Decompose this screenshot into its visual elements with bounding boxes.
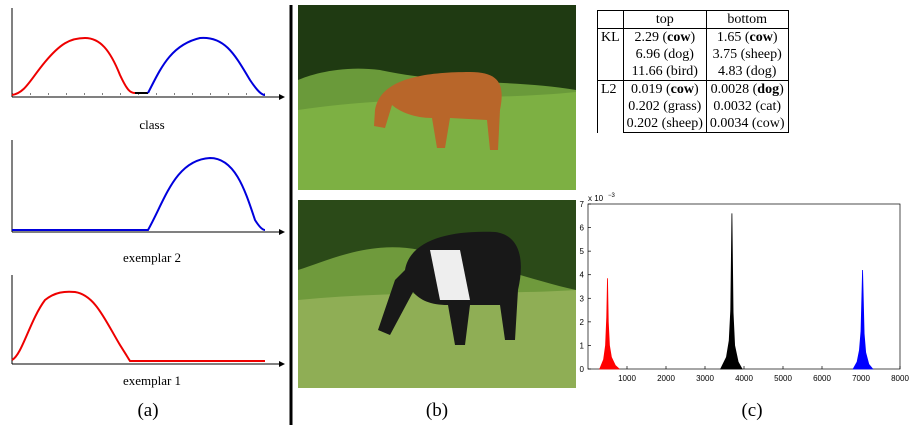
x-tick-label: 1000 [618, 374, 636, 383]
caption: exemplar 1 [123, 373, 181, 388]
panel-label: (c) [741, 400, 762, 421]
x-tick-label: 4000 [735, 374, 753, 383]
table-cell: 0.202 (sheep) [623, 115, 706, 133]
y-multiplier: x 10 [588, 194, 604, 203]
x-tick-label: 7000 [852, 374, 870, 383]
y-tick-label: 2 [580, 318, 585, 327]
histogram: 0 1 2 3 4 5 6 7 1000 2000 3000 4000 5000 6000 7000 8000… [580, 193, 910, 383]
table-row: 0.202 (sheep)0.0034 (cow) [598, 115, 789, 133]
curve [12, 292, 265, 361]
table-cell: 6.96 (dog) [623, 46, 706, 63]
area [600, 278, 620, 369]
x-tick-label: 5000 [774, 374, 792, 383]
table-cell: 0.0032 (cat) [706, 98, 788, 115]
x-tick-label: 6000 [813, 374, 831, 383]
table-cell: 0.202 (grass) [623, 98, 706, 115]
y-tick-label: 6 [580, 224, 585, 233]
table-cell: 0.019 (cow) [623, 81, 706, 99]
plot-frame [588, 204, 900, 369]
y-tick-label: 4 [580, 271, 585, 280]
y-tick-label: 0 [580, 365, 585, 374]
curve [12, 38, 135, 95]
table-cell: 0.0034 (cow) [706, 115, 788, 133]
axes [12, 275, 282, 364]
table-cell: 11.66 (bird) [623, 63, 706, 81]
x-tick-label: 8000 [891, 374, 909, 383]
table-cell: 2.29 (cow) [623, 29, 706, 47]
photo-bottom [298, 200, 576, 388]
table-cell: 4.83 (dog) [706, 63, 788, 81]
y-tick-label: 7 [580, 200, 585, 209]
table-row: 0.202 (grass)0.0032 (cat) [598, 98, 789, 115]
panel-a [12, 8, 282, 364]
caption: class [139, 117, 164, 132]
curve [148, 38, 265, 95]
y-multiplier-exponent: −3 [608, 193, 616, 199]
area [853, 270, 873, 369]
table-cell: 0.0028 (dog) [706, 81, 788, 99]
table-row: 11.66 (bird)4.83 (dog) [598, 63, 789, 81]
x-tick-label: 2000 [657, 374, 675, 383]
table-cell: 3.75 (sheep) [706, 46, 788, 63]
x-tick-label: 3000 [696, 374, 714, 383]
y-tick-label: 1 [580, 341, 585, 350]
caption: exemplar 2 [123, 250, 181, 265]
area [721, 213, 742, 369]
curve [12, 158, 265, 230]
photo-top [298, 5, 576, 190]
group-label: KL [598, 29, 624, 81]
corner [598, 11, 624, 29]
page: {"panel_a":{"captions":["class","exempla… [0, 0, 914, 425]
column-header: top [623, 11, 706, 29]
panel-label: (a) [137, 400, 158, 421]
y-tick-label: 5 [580, 247, 585, 256]
y-tick-label: 3 [580, 294, 585, 303]
group-label: L2 [598, 81, 624, 133]
table-cell: 1.65 (cow) [706, 29, 788, 47]
column-header: bottom [706, 11, 788, 29]
panel-label: (b) [426, 400, 448, 421]
table-row: 6.96 (dog)3.75 (sheep) [598, 46, 789, 63]
